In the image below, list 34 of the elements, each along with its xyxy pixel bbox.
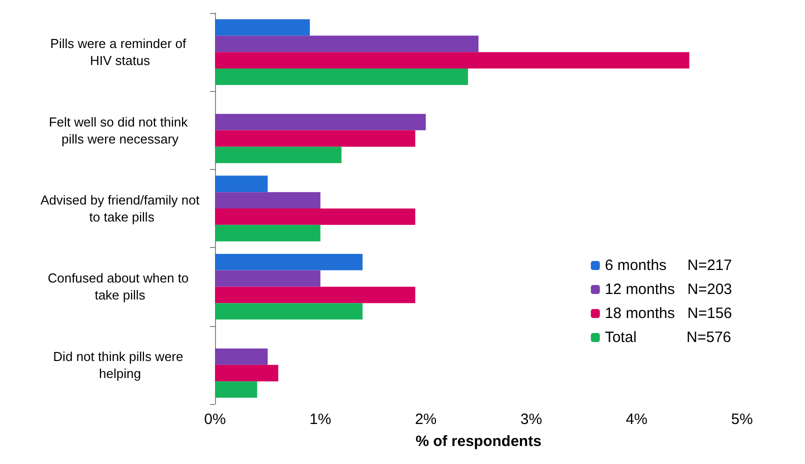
y-tick-label: Pills were a reminder of HIV status <box>50 36 190 68</box>
bar <box>215 303 363 320</box>
bar <box>215 19 310 36</box>
y-tick-label: Felt well so did not think pills were necessary <box>48 114 192 146</box>
bar <box>215 381 258 398</box>
bar <box>215 52 690 69</box>
bar <box>215 208 416 225</box>
y-tick-label: Confused about when to take pills <box>48 270 192 303</box>
y-tick-label: Did not think pills were helping <box>53 348 187 381</box>
bar <box>215 286 416 304</box>
x-tick-label: 5% <box>731 411 753 428</box>
legend-label: 12 months N=203 <box>604 281 732 298</box>
bar <box>215 270 320 287</box>
bar <box>215 364 278 382</box>
x-tick-label: 2% <box>414 411 437 428</box>
bar <box>215 114 426 130</box>
bar <box>215 176 268 192</box>
bar <box>215 348 268 365</box>
y-tick-label: Advised by friend/family not to take pills <box>40 192 200 224</box>
legend-label: 6 months N=217 <box>604 257 732 274</box>
x-tick-label: 3% <box>520 411 542 428</box>
x-axis-title: % of respondents <box>416 433 542 450</box>
bar <box>215 36 478 52</box>
bar <box>215 130 416 147</box>
x-tick-label: 1% <box>310 411 332 428</box>
x-tick-label: 4% <box>626 411 648 428</box>
bar <box>215 68 468 85</box>
bar <box>215 224 320 242</box>
x-tick-label: 0% <box>204 411 226 428</box>
bar <box>215 192 320 208</box>
bar <box>215 254 363 270</box>
legend-label: Total N=576 <box>604 329 732 346</box>
bar <box>215 146 342 164</box>
legend-label: 18 months N=156 <box>604 305 732 322</box>
